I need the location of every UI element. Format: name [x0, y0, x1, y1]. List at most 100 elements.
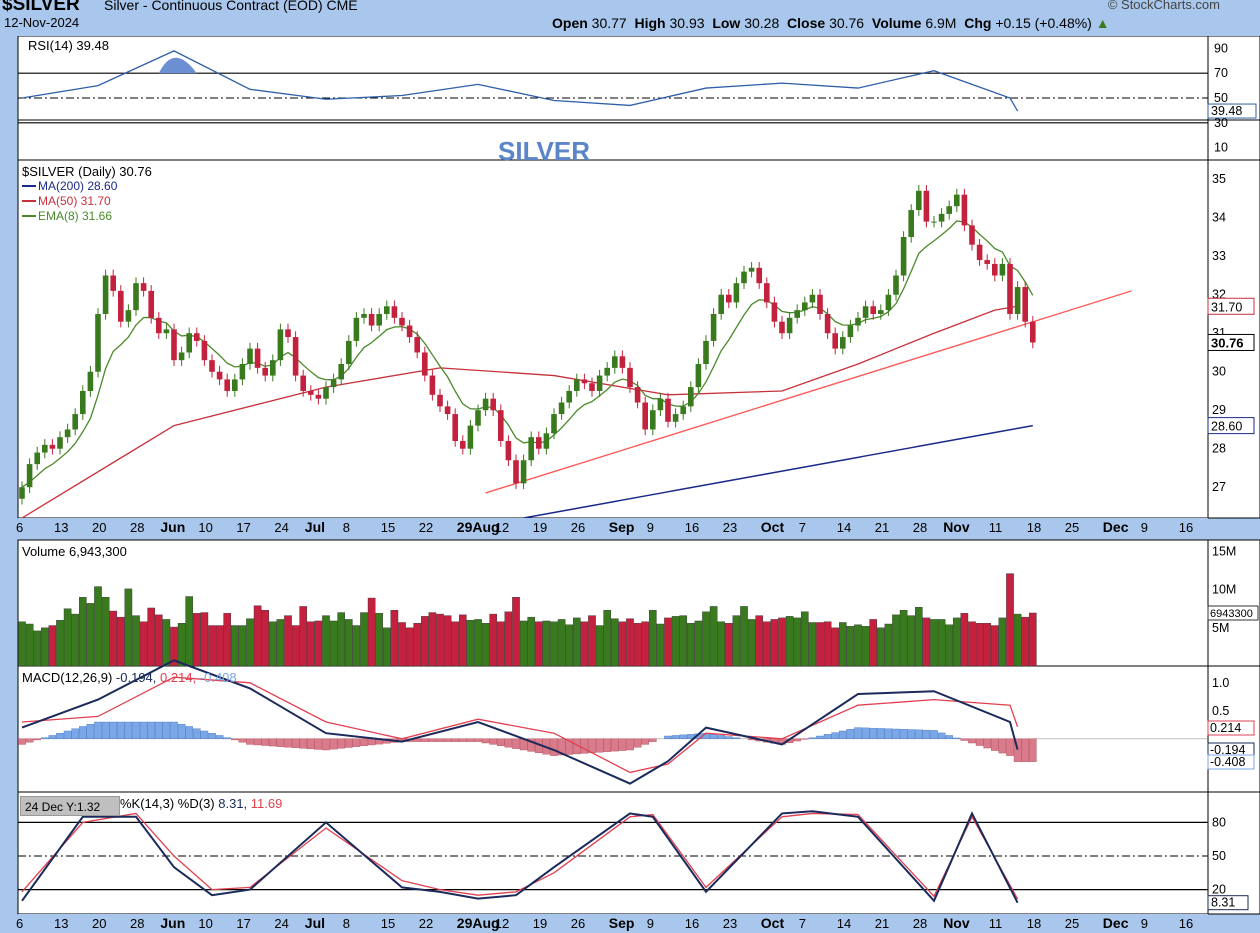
candle-body: [855, 317, 861, 326]
candle-body: [361, 313, 367, 318]
macd-histogram-bar: [512, 738, 520, 749]
volume-bar: [276, 619, 285, 667]
volume-bar: [618, 621, 627, 667]
candle-body: [1030, 321, 1036, 343]
macd-histogram-bar: [170, 721, 178, 739]
candle-body: [72, 414, 78, 430]
candle-body: [665, 398, 671, 422]
candle-body: [688, 387, 694, 407]
macd-histogram-bar: [360, 738, 368, 746]
candle-body: [498, 410, 504, 442]
macd-histogram-bar: [94, 721, 102, 739]
macd-histogram-bar: [557, 738, 566, 756]
macd-histogram-bar: [1006, 738, 1014, 756]
brand-label[interactable]: © StockCharts.com: [1107, 0, 1220, 12]
panel-gap: [17, 119, 1209, 161]
macd-histogram-bar: [899, 729, 908, 740]
candle-body: [110, 275, 116, 291]
macd-histogram-bar: [307, 738, 315, 750]
macd-histogram-bar: [101, 721, 110, 739]
volume-bar: [71, 613, 79, 667]
candle-body: [285, 329, 291, 338]
candle-body: [34, 452, 40, 465]
candle-body: [254, 348, 261, 368]
candle-body: [460, 441, 466, 449]
candle-body: [391, 306, 398, 318]
candle-body: [999, 263, 1006, 276]
volume-bar: [322, 615, 330, 667]
macd-histogram-bar: [139, 721, 148, 739]
volume-bar: [192, 613, 201, 667]
macd-histogram-bar: [154, 721, 163, 739]
candle-body: [239, 364, 246, 380]
candle-body: [634, 387, 641, 403]
panel-price: [17, 159, 1209, 519]
price-last-tag: 28.60: [1211, 420, 1242, 434]
macd-histogram-bar: [907, 729, 915, 739]
ma200-line: [523, 424, 1033, 519]
macd-histogram-bar: [208, 733, 216, 740]
x-axis-bottom: [18, 914, 1208, 932]
x-tick-top: 16: [1179, 520, 1193, 535]
macd-histogram-bar: [192, 728, 201, 739]
candle-body: [475, 410, 481, 426]
volume-ytick: 15M: [1212, 544, 1236, 558]
volume-bar: [915, 607, 923, 667]
volume-bar: [763, 621, 771, 667]
volume-bar: [550, 621, 558, 667]
x-tick-bottom: 24: [274, 916, 288, 931]
x-tick-top: Sep: [609, 519, 635, 535]
macd-histogram-bar: [983, 738, 991, 749]
x-tick-top: Dec: [1103, 519, 1129, 535]
x-tick-bottom: 9: [1141, 916, 1148, 931]
volume-bar: [345, 619, 353, 667]
volume-bar: [124, 588, 133, 667]
macd-histogram-bar: [725, 736, 733, 739]
candle-body: [171, 329, 177, 361]
rsi-last-tag-box: [1207, 103, 1257, 119]
candle-body: [26, 464, 33, 488]
x-tick-bottom: 19: [533, 916, 547, 931]
volume-bar: [732, 615, 741, 667]
macd-histogram-bar: [892, 728, 900, 740]
volume-bar: [230, 625, 239, 667]
price-ytick: 33: [1212, 249, 1226, 263]
chart-canvas[interactable]: 90 70 50 30 10 RSI(14) 39.48 39.48 SILVER 27 28 29…: [0, 36, 1260, 933]
volume-bar: [793, 617, 801, 667]
macd-histogram-bar: [930, 730, 938, 740]
candle-body: [764, 283, 770, 303]
x-tick-top: 26: [571, 520, 585, 535]
high-value: 30.93: [669, 15, 705, 31]
volume-bar: [489, 613, 498, 667]
x-tick-bottom: Sep: [609, 915, 635, 931]
x-tick-bottom: 28: [913, 916, 927, 931]
volume-bar: [162, 619, 171, 667]
macd-last-tag: 0.214: [1210, 721, 1241, 735]
volume-bar: [390, 610, 399, 667]
candle-body: [984, 260, 990, 264]
candle-body: [1014, 287, 1021, 314]
macd-histogram-bar: [25, 738, 34, 743]
candle-body: [528, 437, 534, 461]
volume-bar: [1006, 573, 1014, 667]
volume-bar: [375, 613, 384, 667]
candle-body: [1022, 287, 1028, 322]
candle-body: [262, 367, 268, 376]
volume-bar: [33, 630, 41, 667]
macd-title: MACD(12,26,9) -0.194, 0.214, -0.408: [22, 670, 237, 685]
x-tick-top: 11: [989, 520, 1003, 535]
volume-bar: [459, 614, 467, 667]
candle-body: [209, 360, 215, 372]
macd-histogram-bar: [276, 738, 285, 747]
candle-body: [824, 313, 831, 334]
macd-histogram-bar: [200, 730, 209, 740]
macd-histogram-bar: [945, 735, 953, 740]
macd-histogram-bar: [854, 727, 862, 739]
price-ytick: 30: [1212, 365, 1226, 379]
candle-body: [520, 460, 527, 484]
candle-body: [733, 283, 740, 303]
candle-body: [612, 356, 618, 368]
x-tick-top: 22: [419, 520, 433, 535]
volume-bar: [367, 597, 376, 667]
stoch-ytick: 50: [1212, 849, 1226, 863]
